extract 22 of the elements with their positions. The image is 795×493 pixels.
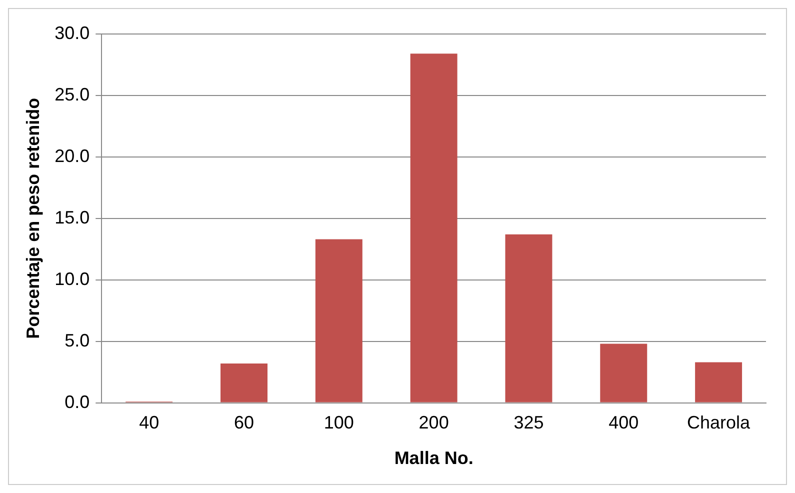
x-tick-label: 40 xyxy=(139,412,160,433)
y-tick-label: 0.0 xyxy=(64,392,90,412)
x-tick-label: 60 xyxy=(234,412,254,433)
bar xyxy=(410,54,458,402)
bar xyxy=(220,363,268,402)
y-tick-label: 10.0 xyxy=(54,268,90,289)
x-axis-title: Malla No. xyxy=(394,448,474,468)
bar xyxy=(600,344,648,402)
x-tick-label: 400 xyxy=(608,412,639,433)
y-tick-label: 25.0 xyxy=(54,84,90,104)
y-tick-label: 5.0 xyxy=(64,330,90,350)
x-tick-label: Charola xyxy=(687,412,752,433)
y-tick-label: 15.0 xyxy=(54,207,90,228)
bar xyxy=(695,362,742,402)
x-tick-label: 325 xyxy=(514,412,544,433)
y-axis-title: Porcentaje en peso retenido xyxy=(22,98,43,339)
x-tick-label: 100 xyxy=(324,412,354,433)
y-tick-label: 30.0 xyxy=(54,22,90,43)
y-tick-label: 20.0 xyxy=(54,146,90,166)
bar xyxy=(505,234,552,402)
x-tick-label: 200 xyxy=(418,412,449,433)
bar xyxy=(315,239,362,402)
